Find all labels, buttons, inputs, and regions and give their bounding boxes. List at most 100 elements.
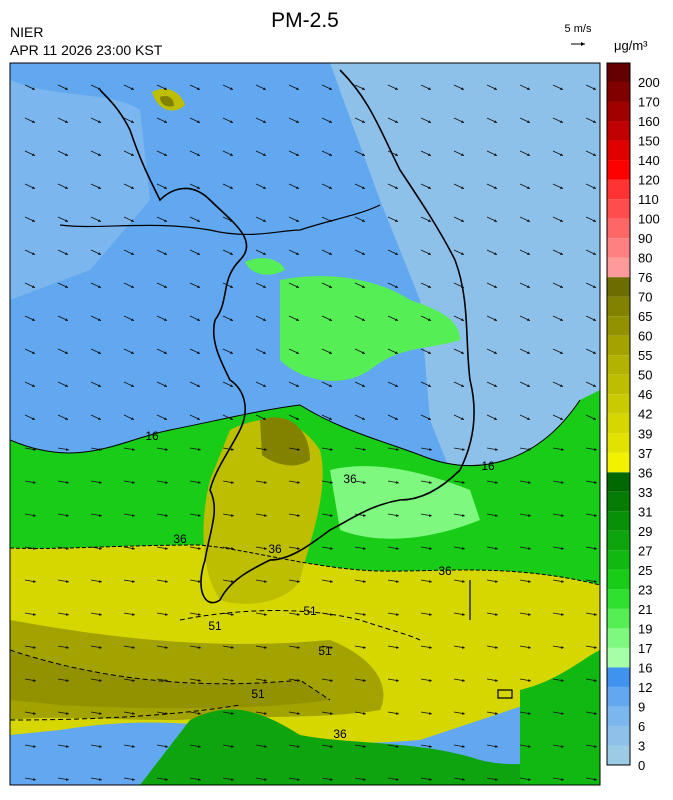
wind-arrowhead <box>461 646 465 649</box>
colorbar-segment <box>607 355 630 375</box>
colorbar-segment <box>607 589 630 609</box>
wind-arrowhead <box>592 219 596 222</box>
wind-arrowhead <box>131 613 135 616</box>
colorbar-label: 80 <box>638 251 652 266</box>
wind-arrowhead <box>560 679 564 682</box>
wind-arrowhead <box>460 252 464 255</box>
wind-arrowhead <box>460 219 464 222</box>
wind-arrowhead <box>493 252 497 255</box>
wind-arrowhead <box>196 120 200 123</box>
contour-labels: 16 16 36 36 36 36 36 51 51 51 51 <box>145 429 495 741</box>
wind-arrowhead <box>592 318 596 321</box>
wind-arrowhead <box>592 252 596 255</box>
wind-arrowhead <box>131 514 135 517</box>
colorbar-segment <box>607 530 630 551</box>
wind-arrowhead <box>296 712 300 715</box>
wind-arrowhead <box>197 580 201 583</box>
colorbar-segment <box>607 569 630 590</box>
wind-arrowhead <box>328 120 332 123</box>
west-sea-light <box>10 80 150 300</box>
wind-arrowhead <box>64 87 68 90</box>
wind-arrowhead <box>559 252 563 255</box>
wind-arrowhead <box>494 712 498 715</box>
wind-arrowhead <box>64 384 68 387</box>
colorbar-label: 120 <box>638 173 660 188</box>
wind-arrowhead <box>296 547 300 550</box>
wind-arrowhead <box>560 613 564 616</box>
wind-arrowhead <box>98 514 102 517</box>
wind-arrowhead <box>296 646 300 649</box>
wind-arrowhead <box>527 448 531 451</box>
wind-arrowhead <box>461 481 465 484</box>
wind-arrowhead <box>98 547 102 550</box>
wind-arrowhead <box>31 252 35 255</box>
wind-arrowhead <box>230 613 234 616</box>
wind-arrowhead <box>527 679 531 682</box>
wind-arrowhead <box>64 153 68 156</box>
wind-arrowhead <box>97 285 101 288</box>
wind-arrowhead <box>130 285 134 288</box>
wind-arrowhead <box>527 712 531 715</box>
wind-arrowhead <box>362 580 366 583</box>
contour-16 <box>10 399 581 466</box>
wind-arrowhead <box>428 745 432 748</box>
colorbar-label: 110 <box>638 192 659 207</box>
wind-arrowhead <box>263 745 267 748</box>
wind-arrowhead <box>295 351 299 354</box>
wind-arrowhead <box>592 120 596 123</box>
wind-arrowhead <box>428 679 432 682</box>
wind-arrowhead <box>428 580 432 583</box>
colorbar-segment <box>607 140 630 161</box>
wind-arrowhead <box>32 778 36 781</box>
wind-arrowhead <box>163 219 167 222</box>
wind-arrowhead <box>526 252 530 255</box>
wind-arrowhead <box>196 384 200 387</box>
wind-arrowhead <box>394 417 398 420</box>
colorbar-label: 16 <box>638 660 652 675</box>
map-frame <box>9 62 601 786</box>
wind-arrowhead <box>329 745 333 748</box>
wind-arrowhead <box>460 153 464 156</box>
colorbar-label: 25 <box>638 563 652 578</box>
wind-arrowhead <box>295 120 299 123</box>
colorbar-segment <box>607 491 630 512</box>
contour-label: 36 <box>173 532 187 546</box>
coastline <box>99 69 475 604</box>
wind-arrowhead <box>427 87 431 90</box>
wind-arrowhead <box>131 580 135 583</box>
wind-arrowhead <box>295 384 299 387</box>
wind-arrowhead <box>163 351 167 354</box>
colorbar-segment <box>607 218 630 239</box>
wind-arrowhead <box>526 87 530 90</box>
wind-arrowhead <box>32 547 36 550</box>
wind-arrowhead <box>229 318 233 321</box>
wind-arrowhead <box>395 580 399 583</box>
colorbar-label: 70 <box>638 290 652 305</box>
wind-arrowhead <box>196 153 200 156</box>
wind-arrowhead <box>164 778 168 781</box>
wind-arrowhead <box>461 778 465 781</box>
wind-arrowhead <box>395 778 399 781</box>
wind-arrowhead <box>65 613 69 616</box>
wind-arrowhead <box>593 448 597 451</box>
wind-arrowhead <box>263 646 267 649</box>
wind-arrowhead <box>329 613 333 616</box>
wind-arrowhead <box>97 384 101 387</box>
colorbar-label: 150 <box>638 134 660 149</box>
wind-arrowhead <box>526 219 530 222</box>
colorbar-segment <box>607 647 630 668</box>
wind-arrowhead <box>229 219 233 222</box>
colorbar-label: 50 <box>638 368 652 383</box>
wind-arrowhead <box>295 252 299 255</box>
wind-arrowhead <box>65 481 69 484</box>
wind-arrowhead <box>460 285 464 288</box>
wind-arrowhead <box>230 514 234 517</box>
colorbar-segment <box>607 667 630 687</box>
wind-arrowhead <box>97 153 101 156</box>
wind-arrowhead <box>328 252 332 255</box>
wind-arrowhead <box>593 712 597 715</box>
wind-arrowhead <box>262 351 266 354</box>
wind-arrowhead <box>494 580 498 583</box>
colorbar-label: 170 <box>638 95 660 110</box>
wind-arrowhead <box>229 384 233 387</box>
